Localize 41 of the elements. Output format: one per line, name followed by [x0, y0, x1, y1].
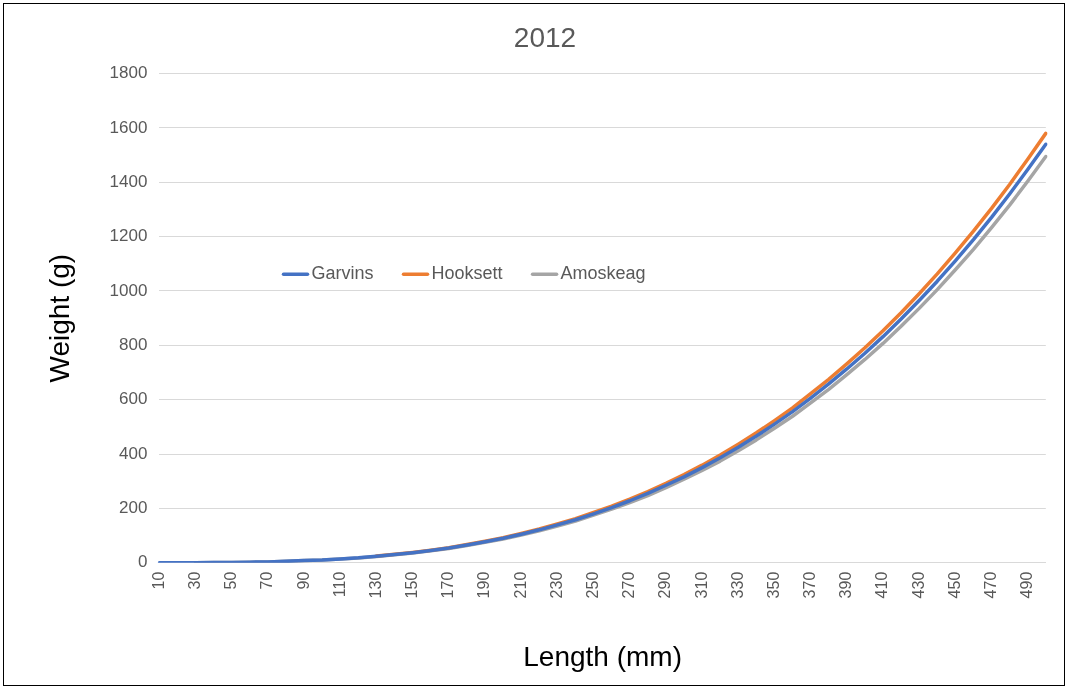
x-tick-label: 270 [620, 571, 638, 599]
x-tick-label: 10 [149, 571, 167, 590]
x-tick-label: 390 [837, 571, 855, 599]
legend-label: Garvins [311, 263, 374, 284]
y-tick-label: 0 [137, 552, 148, 572]
x-tick-label: 330 [728, 571, 746, 599]
x-tick-label: 150 [403, 571, 421, 599]
x-tick-label: 130 [366, 571, 384, 599]
x-tick-label: 50 [222, 571, 240, 590]
x-axis-title: Length (mm) [523, 640, 682, 672]
legend-label: Amoskeag [560, 263, 646, 284]
x-tick-label: 490 [1018, 571, 1036, 599]
y-tick-label: 1400 [109, 171, 148, 191]
x-tick-label: 30 [186, 571, 203, 590]
x-tick-label: 290 [656, 571, 674, 599]
y-tick-label: 1200 [109, 226, 148, 246]
x-tick-label: 230 [547, 571, 565, 599]
x-tick-label: 450 [945, 571, 963, 599]
y-tick-label: 600 [119, 389, 148, 409]
x-tick-label: 90 [294, 571, 312, 590]
y-axis-title: Weight (g) [43, 253, 75, 383]
x-tick-label: 110 [330, 571, 348, 598]
x-tick-label: 470 [981, 571, 999, 599]
y-tick-label: 1000 [109, 280, 148, 300]
x-tick-label: 70 [258, 571, 276, 590]
y-tick-label: 400 [119, 443, 148, 463]
x-tick-label: 410 [873, 571, 891, 599]
y-tick-label: 200 [119, 498, 148, 518]
x-tick-label: 430 [909, 571, 927, 599]
x-tick-label: 370 [801, 571, 819, 599]
x-tick-label: 250 [583, 571, 601, 599]
x-tick-label: 310 [692, 571, 710, 599]
x-tick-label: 350 [764, 571, 782, 599]
x-tick-label: 210 [511, 571, 529, 599]
y-tick-label: 800 [119, 335, 148, 355]
x-tick-label: 170 [439, 571, 457, 599]
y-tick-label: 1800 [109, 63, 148, 83]
x-tick-label: 190 [475, 571, 493, 599]
legend-label: Hooksett [431, 263, 503, 284]
y-tick-label: 1600 [109, 117, 148, 137]
chart-title: 2012 [513, 21, 577, 53]
